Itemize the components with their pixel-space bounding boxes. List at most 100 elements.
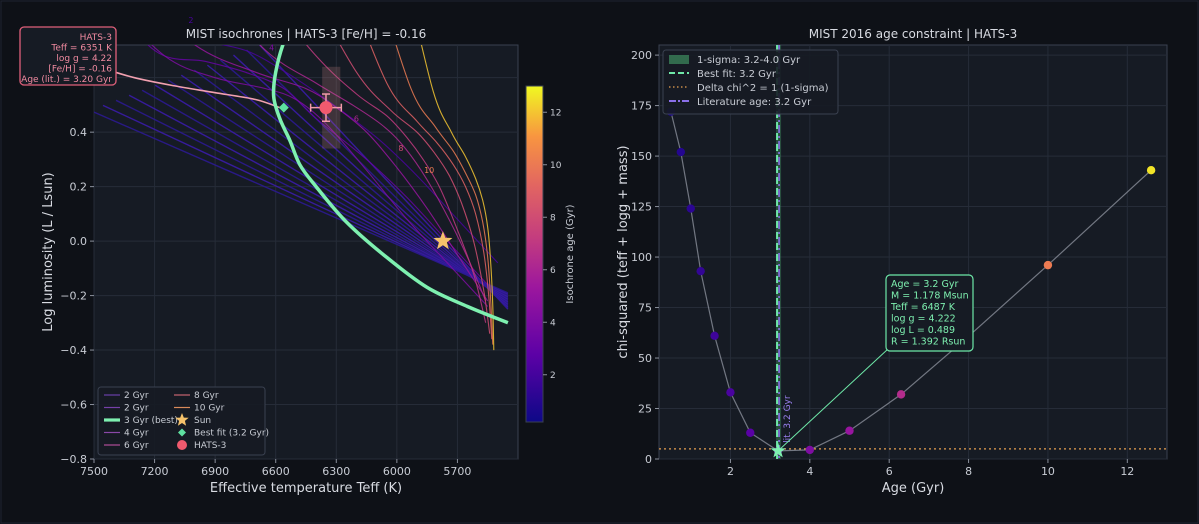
population-fan-line xyxy=(180,74,509,303)
legend-label: 4 Gyr xyxy=(124,429,149,439)
chi2-point xyxy=(686,204,695,213)
population-fan-line xyxy=(167,79,509,301)
best-isochrone-line xyxy=(271,45,509,325)
left-y-tick-label: −0.6 xyxy=(60,399,87,412)
legend-swatch-star xyxy=(175,413,189,426)
left-legend: 2 Gyr 2 Gyr 3 Gyr (best) 4 Gyr 6 Gyr 8 Gyr 10 … xyxy=(97,386,269,456)
left-points xyxy=(278,93,453,250)
one-sigma-band xyxy=(776,45,782,459)
right-x-tick-label: 2 xyxy=(727,465,734,478)
left-chart: MIST isochrones | HATS-3 [Fe/H] = -0.16 … xyxy=(19,16,576,496)
left-x-tick-label: 5700 xyxy=(443,465,471,478)
left-y-ticks: −0.8−0.6−0.4−0.20.00.20.40.6 xyxy=(60,72,94,466)
contour-label: 4 xyxy=(269,43,274,52)
isochrone-line xyxy=(151,45,489,307)
hats3-marker xyxy=(319,101,333,115)
info-box-line: log g = 4.22 xyxy=(56,54,112,64)
sun-marker xyxy=(433,231,453,250)
info-box-line: HATS-3 xyxy=(80,33,112,43)
chi2-point xyxy=(1146,166,1156,175)
isochrone-line xyxy=(194,45,489,302)
right-y-tick-label: 25 xyxy=(638,403,652,416)
left-x-tick-label: 6000 xyxy=(383,465,411,478)
population-fan-line xyxy=(259,45,509,310)
left-grid xyxy=(93,45,518,460)
isochrone-line xyxy=(305,45,487,323)
left-x-tick-label: 6300 xyxy=(322,465,350,478)
annotation-line: Age = 3.2 Gyr xyxy=(891,279,958,290)
chi2-point xyxy=(676,147,686,157)
contour-label: 2 xyxy=(188,16,193,25)
right-y-tick-label: 200 xyxy=(631,49,652,62)
left-y-tick-label: −0.2 xyxy=(60,290,87,303)
info-box-line: [Fe/H] = -0.16 xyxy=(48,65,112,75)
right-x-tick-label: 12 xyxy=(1120,465,1134,478)
right-x-tick-label: 8 xyxy=(965,465,972,478)
left-y-tick-label: −0.8 xyxy=(60,453,87,466)
legend-swatch-circle xyxy=(177,440,187,450)
legend-label: 2 Gyr xyxy=(124,404,149,414)
left-x-tick-label: 6900 xyxy=(201,465,229,478)
chi2-point xyxy=(710,331,719,341)
isochrone-lines xyxy=(147,45,499,351)
right-y-tick-label: 75 xyxy=(638,302,652,315)
population-fan-line xyxy=(232,54,509,308)
right-y-label: chi-squared (teff + logg + mass) xyxy=(616,145,631,358)
left-x-tick-label: 7500 xyxy=(80,465,108,478)
legend-label: 1-sigma: 3.2-4.0 Gyr xyxy=(697,55,801,66)
legend-swatch-band xyxy=(669,55,689,64)
best-fit-star xyxy=(770,442,786,458)
right-y-ticks: 0 25 50 75 100 125 150 175 200 xyxy=(631,49,659,466)
legend-label: 10 Gyr xyxy=(194,404,225,414)
right-x-tick-label: 6 xyxy=(886,465,893,478)
right-y-tick-label: 150 xyxy=(631,150,652,163)
right-x-tick-label: 10 xyxy=(1041,465,1055,478)
legend-label: 8 Gyr xyxy=(194,391,219,401)
left-y-tick-label: 0.2 xyxy=(70,181,88,194)
right-chart-title: MIST 2016 age constraint | HATS-3 xyxy=(809,27,1018,41)
legend-label: 6 Gyr xyxy=(124,441,149,451)
colorbar-ticks: 2 4 6 8 10 12 xyxy=(543,108,562,381)
population-fan-line xyxy=(193,69,509,304)
left-y-tick-label: 0.4 xyxy=(70,126,88,139)
right-y-tick-label: 100 xyxy=(631,251,652,264)
right-y-tick-label: 50 xyxy=(638,352,652,365)
legend-label: Best fit (3.2 Gyr) xyxy=(194,429,269,439)
legend-label: 3 Gyr (best) xyxy=(124,416,178,426)
right-x-label: Age (Gyr) xyxy=(882,481,945,496)
isochrone-line xyxy=(420,45,495,351)
colorbar-gradient xyxy=(525,85,544,423)
population-fan-line xyxy=(128,94,509,298)
legend-label: Delta chi^2 = 1 (1-sigma) xyxy=(697,83,829,94)
annotation-leader xyxy=(777,348,889,452)
chi2-point xyxy=(805,445,815,455)
colorbar-tick-label: 8 xyxy=(550,213,556,223)
annotation-line: R = 1.392 Rsun xyxy=(891,337,965,348)
isochrone-line xyxy=(259,45,487,302)
population-fan-line xyxy=(219,59,509,306)
contour-label: 8 xyxy=(398,144,403,153)
contour-label: 6 xyxy=(354,114,359,123)
legend-label: Best fit: 3.2 Gyr xyxy=(697,69,777,80)
right-x-tick-label: 4 xyxy=(806,465,813,478)
contour-label: 10 xyxy=(424,166,434,175)
chi2-point xyxy=(696,266,705,276)
info-box-line: Teff = 6351 K xyxy=(50,44,113,54)
left-y-tick-label: −0.4 xyxy=(60,344,87,357)
left-x-tick-label: 7200 xyxy=(141,465,169,478)
colorbar-tick-label: 12 xyxy=(550,108,561,118)
colorbar-tick-label: 2 xyxy=(550,371,556,381)
annotation-line: log g = 4.222 xyxy=(891,314,956,325)
chi2-point xyxy=(1043,260,1053,270)
population-fan-line xyxy=(115,99,509,296)
legend-label: HATS-3 xyxy=(194,441,226,451)
colorbar-tick-label: 6 xyxy=(550,266,556,276)
left-chart-title: MIST isochrones | HATS-3 [Fe/H] = -0.16 xyxy=(186,27,427,41)
literature-vline-label: lit. 3.2 Gyr xyxy=(783,395,793,443)
isochrone-line xyxy=(369,45,493,340)
right-x-ticks: 2 4 6 8 10 12 xyxy=(727,459,1134,478)
annotation-line: M = 1.178 Msun xyxy=(891,291,969,302)
chi2-point xyxy=(746,428,755,437)
